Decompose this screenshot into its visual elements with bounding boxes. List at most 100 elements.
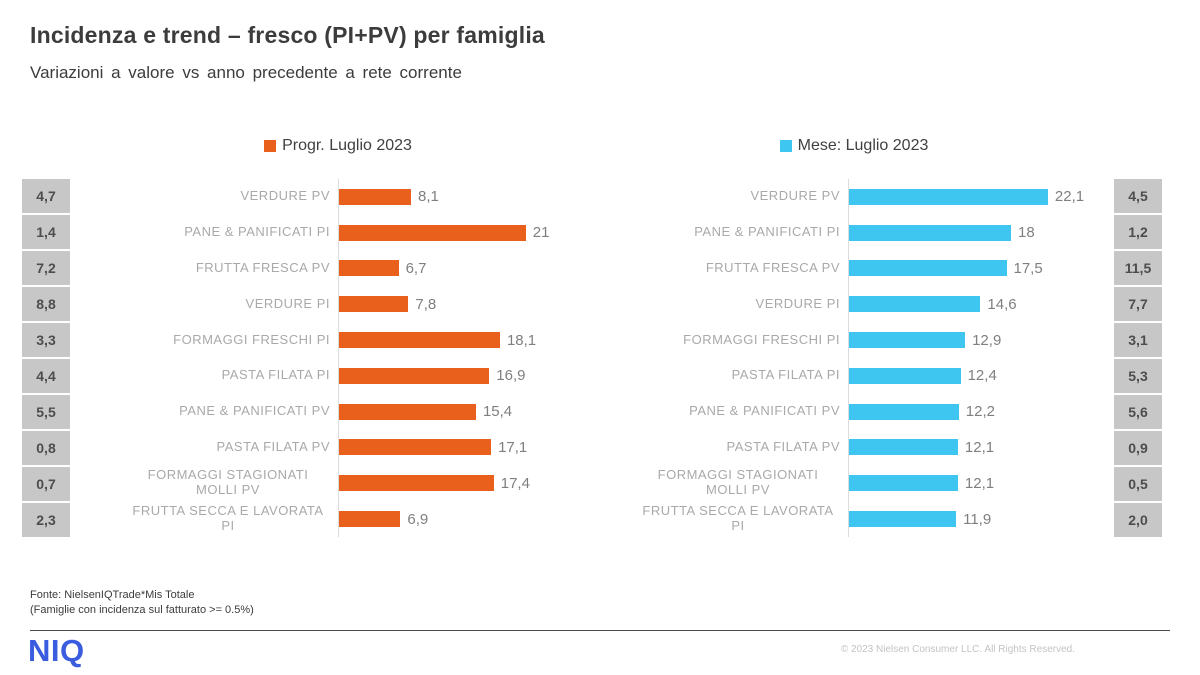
value-label: 12,9 <box>972 331 1002 349</box>
value-label: 18,1 <box>506 331 537 349</box>
bar-track: 8,1 <box>338 179 588 215</box>
incidenza-box: 0,8 <box>22 431 70 465</box>
category-label: FORMAGGI STAGIONATI MOLLI PV <box>147 467 309 498</box>
value-label: 8,1 <box>418 188 439 206</box>
incidenza-box: 7,7 <box>1114 287 1162 321</box>
bar-track: 21 <box>338 214 588 251</box>
bar-track: 18,1 <box>338 322 588 358</box>
bar <box>339 332 500 349</box>
bar-track: 17,1 <box>338 429 588 466</box>
incidenza-box: 7,2 <box>22 251 70 285</box>
bar <box>339 475 494 492</box>
bar <box>339 367 490 384</box>
source-line-2: (Famiglie con incidenza sul fatturato >=… <box>30 603 254 616</box>
value-label: 22,1 <box>1054 188 1085 206</box>
value-label: 12,1 <box>964 474 995 492</box>
chart-row: PANE & PANIFICATI PI 18 <box>598 214 1110 251</box>
bar <box>849 367 961 384</box>
chart-row: FRUTTA FRESCA PV 6,7 <box>88 250 588 287</box>
chart-row: FRUTTA FRESCA PV 17,5 <box>598 250 1110 287</box>
bar-chart-mese: VERDURE PV 22,1 PANE & PANIFICATI PI 18 FRUT… <box>598 179 1110 537</box>
category-label: FRUTTA SECCA E LAVORATA PI <box>132 503 324 534</box>
category-label: FRUTTA FRESCA PV <box>195 260 330 276</box>
incidenza-box: 5,6 <box>1114 395 1162 429</box>
category-label: VERDURE PI <box>755 295 840 311</box>
category-label: PANE & PANIFICATI PI <box>694 224 840 240</box>
value-label: 6,9 <box>407 510 429 528</box>
incidenza-box: 4,4 <box>22 359 70 393</box>
category-label: FORMAGGI STAGIONATI MOLLI PV <box>657 467 819 498</box>
chart-row: VERDURE PI 14,6 <box>598 286 1110 323</box>
incidenza-box: 0,7 <box>22 467 70 501</box>
footer-divider <box>30 630 1170 631</box>
legend-swatch-cyan-icon <box>779 140 792 152</box>
bar-track: 12,1 <box>848 429 1110 466</box>
page-subtitle: Variazioni a valore vs anno precedente a… <box>30 63 462 82</box>
bar-track: 16,9 <box>338 357 588 394</box>
bar <box>849 475 958 492</box>
incidenza-box: 5,3 <box>1114 359 1162 393</box>
category-label: PANE & PANIFICATI PV <box>689 403 840 419</box>
bar-track: 17,5 <box>848 250 1110 287</box>
bar-track: 6,7 <box>338 250 588 287</box>
incidenza-box: 4,5 <box>1114 179 1162 213</box>
source-note: Fonte: NielsenIQTrade*Mis Totale (Famigl… <box>30 588 254 618</box>
bar <box>849 403 959 420</box>
legend-label-mese: Mese: Luglio 2023 <box>797 137 929 154</box>
category-label: VERDURE PV <box>750 188 840 204</box>
bar <box>339 260 399 277</box>
chart-row: PASTA FILATA PV 17,1 <box>88 429 588 466</box>
bar <box>849 188 1048 205</box>
chart-row: FORMAGGI STAGIONATI MOLLI PV 17,4 <box>88 465 588 502</box>
bar-track: 12,2 <box>848 393 1110 430</box>
bar-track: 22,1 <box>848 179 1110 215</box>
category-label: PASTA FILATA PI <box>731 367 840 383</box>
chart-row: VERDURE PV 22,1 <box>598 179 1110 215</box>
value-label: 11,9 <box>963 510 992 528</box>
bar <box>339 296 409 313</box>
value-label: 17,5 <box>1013 259 1043 277</box>
value-label: 6,7 <box>405 259 427 277</box>
chart-row: PANE & PANIFICATI PI 21 <box>88 214 588 251</box>
incidenza-box: 3,3 <box>22 323 70 357</box>
bar <box>849 439 958 456</box>
chart-row: PASTA FILATA PV 12,1 <box>598 429 1110 466</box>
value-label: 17,4 <box>500 474 530 492</box>
incidenza-box: 1,2 <box>1114 215 1162 249</box>
category-label: PASTA FILATA PV <box>216 439 330 454</box>
bar-track: 14,6 <box>848 286 1110 323</box>
incidenza-box: 0,5 <box>1114 467 1162 501</box>
bar-track: 15,4 <box>338 393 588 430</box>
copyright-text: © 2023 Nielsen Consumer LLC. All Rights … <box>840 644 1075 655</box>
category-label: PASTA FILATA PI <box>221 367 330 383</box>
bar-track: 12,1 <box>848 465 1110 502</box>
category-label: FORMAGGI FRESCHI PI <box>173 331 330 347</box>
bar-track: 7,8 <box>338 286 588 323</box>
chart-row: PASTA FILATA PI 16,9 <box>88 357 588 394</box>
bar <box>339 439 492 456</box>
incidenza-column-right: 4,5 1,2 11,5 7,7 3,1 5,3 5,6 0,9 0,5 2,0 <box>1114 179 1162 537</box>
bar-track: 12,4 <box>848 357 1110 394</box>
chart-row: FRUTTA SECCA E LAVORATA PI 6,9 <box>88 501 588 537</box>
chart-row: FORMAGGI FRESCHI PI 18,1 <box>88 322 588 358</box>
value-label: 18 <box>1018 224 1035 242</box>
value-label: 12,2 <box>965 403 995 421</box>
incidenza-box: 11,5 <box>1114 251 1162 285</box>
bar-track: 17,4 <box>338 465 588 502</box>
bar-track: 11,9 <box>848 501 1110 537</box>
bar <box>339 188 412 205</box>
legend-progr: Progr. Luglio 2023 <box>88 135 588 157</box>
category-label: VERDURE PV <box>240 188 330 204</box>
value-label: 12,1 <box>964 438 995 456</box>
bar <box>849 511 957 528</box>
category-label: FRUTTA FRESCA PV <box>705 260 840 276</box>
legend-label-progr: Progr. Luglio 2023 <box>282 137 412 154</box>
legend-swatch-orange-icon <box>264 140 277 152</box>
bar <box>849 296 981 313</box>
bar-chart-progr: VERDURE PV 8,1 PANE & PANIFICATI PI 21 FRUTT… <box>88 179 588 537</box>
bar-track: 18 <box>848 214 1110 251</box>
bar <box>849 224 1011 241</box>
legend-mese: Mese: Luglio 2023 <box>598 135 1110 157</box>
chart-row: FRUTTA SECCA E LAVORATA PI 11,9 <box>598 501 1110 537</box>
bar-track: 6,9 <box>338 501 588 537</box>
